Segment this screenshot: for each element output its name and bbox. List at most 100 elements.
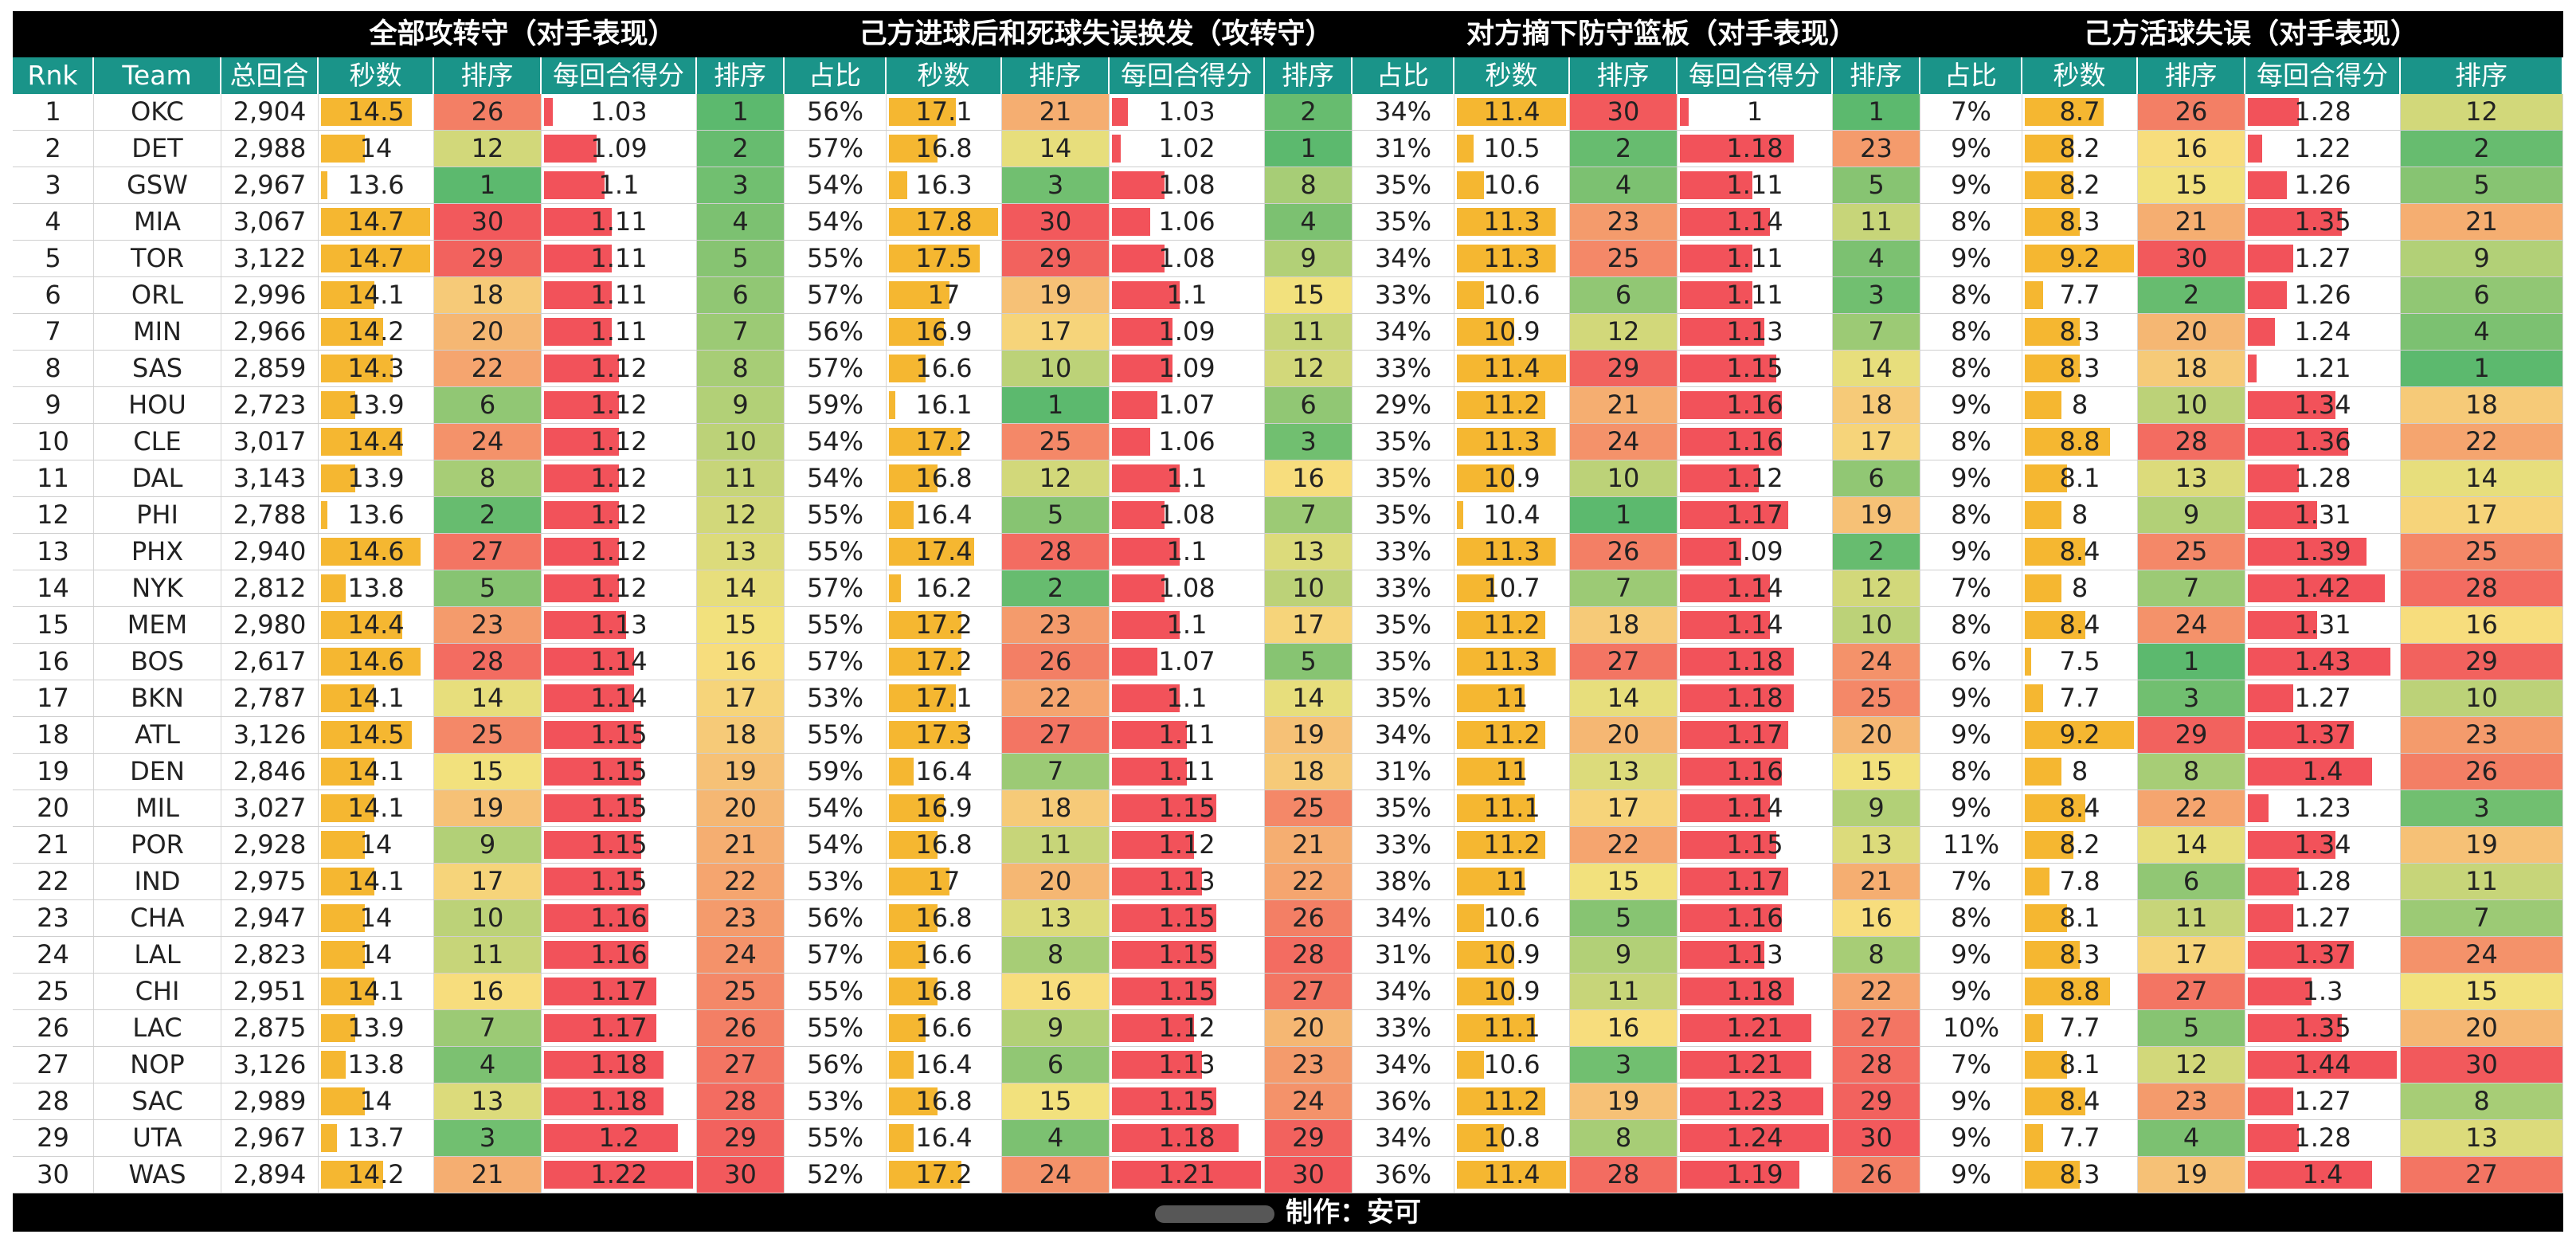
cell-value: 18: [1039, 793, 1072, 823]
cell-rnk: 9: [13, 387, 94, 423]
cell-value: 10.9: [1483, 316, 1541, 347]
cell-value: PHX: [131, 536, 184, 566]
cell-value: 1.42: [2294, 573, 2351, 603]
ppp-bar: [2248, 98, 2299, 126]
seconds-bar: [889, 831, 938, 859]
cell-g3-seconds: 11.4: [1454, 1157, 1570, 1193]
cell-value: 33%: [1374, 536, 1432, 566]
ppp-bar: [544, 1087, 664, 1115]
cell-value: 9.2: [2059, 719, 2100, 750]
cell-g2-seconds: 16.3: [887, 167, 1002, 203]
cell-g4-ppp-rank: 18: [2401, 387, 2563, 423]
cell-value: 2,967: [233, 170, 307, 200]
cell-g2-seconds: 17.1: [887, 680, 1002, 716]
cell-g2-ppp: 1.09: [1110, 351, 1265, 386]
ppp-bar: [2248, 318, 2275, 346]
table-row: 14 NYK 2,812 13.8 5 1.12 14 57% 16.2 2 1.08 10 33% 10…: [13, 570, 2563, 607]
cell-g1-seconds-rank: 6: [434, 387, 542, 423]
cell-g4-seconds-rank: 1: [2138, 644, 2245, 680]
cell-value: 21: [1292, 829, 1325, 860]
cell-g3-seconds: 10.9: [1454, 460, 1570, 496]
cell-value: 2: [1868, 536, 1885, 566]
seconds-bar: [321, 428, 402, 456]
cell-g3-ppp: 1.18: [1678, 644, 1833, 680]
cell-value: 29: [37, 1123, 69, 1153]
cell-g2-seconds-rank: 5: [1002, 497, 1110, 533]
cell-g2-ppp-rank: 2: [1265, 94, 1353, 130]
ppp-bar: [1112, 98, 1128, 126]
cell-g4-share: 9%: [1920, 974, 2022, 1009]
cell-team: MIA: [94, 204, 221, 240]
seconds-bar: [889, 868, 949, 895]
ppp-bar: [1680, 611, 1770, 639]
cell-g4-ppp: 1.26: [2245, 277, 2401, 313]
cell-g3-ppp: 1.14: [1678, 570, 1833, 606]
cell-value: 17: [724, 683, 757, 713]
cell-g3-ppp-rank: 9: [1833, 790, 1920, 826]
ppp-bar: [1112, 428, 1150, 456]
cell-value: 9%: [1951, 1159, 1991, 1189]
cell-g4-seconds: 8.1: [2022, 460, 2138, 496]
ppp-bar: [1680, 208, 1770, 236]
cell-g1-seconds: 13.9: [319, 387, 434, 423]
seconds-bar: [321, 464, 355, 492]
cell-value: MEM: [127, 609, 188, 640]
cell-value: 16.4: [915, 500, 973, 530]
cell-g3-ppp-rank: 13: [1833, 827, 1920, 863]
cell-value: 1.15: [1158, 939, 1216, 970]
cell-g4-share: 6%: [1920, 644, 2022, 680]
cell-value: 17: [1039, 316, 1072, 347]
cell-g2-ppp: 1.12: [1110, 827, 1265, 863]
ppp-bar: [1680, 171, 1752, 199]
cell-g1-ppp: 1.14: [542, 644, 697, 680]
ppp-bar: [2248, 464, 2299, 492]
cell-g1-ppp-rank: 27: [697, 1047, 785, 1083]
cell-team: MEM: [94, 607, 221, 643]
cell-value: 20: [2175, 316, 2208, 347]
cell-value: 1.37: [2294, 719, 2351, 750]
cell-g4-ppp: 1.28: [2245, 460, 2401, 496]
cell-value: 7.7: [2059, 1123, 2100, 1153]
cell-value: 7: [1047, 756, 1064, 786]
cell-g1-seconds-rank: 12: [434, 131, 542, 167]
cell-value: 8: [2071, 756, 2089, 786]
cell-value: 20: [2465, 1013, 2498, 1043]
cell-g4-seconds-rank: 26: [2138, 94, 2245, 130]
cell-g4-ppp-rank: 21: [2401, 204, 2563, 240]
cell-value: 21: [2465, 206, 2498, 237]
ppp-bar: [1112, 245, 1165, 272]
cell-value: 24: [1607, 426, 1640, 456]
cell-value: 9: [732, 390, 749, 420]
header-g1-ppp: 每回合得分: [542, 57, 697, 94]
cell-g3-ppp-rank: 18: [1833, 387, 1920, 423]
cell-value: 4: [2183, 1123, 2200, 1153]
cell-g1-seconds-rank: 4: [434, 1047, 542, 1083]
cell-value: 55%: [806, 976, 864, 1006]
cell-g3-share: 36%: [1353, 1083, 1454, 1119]
cell-value: 2: [1615, 133, 1632, 163]
cell-value: 11.3: [1483, 646, 1541, 676]
cell-g2-ppp-rank: 5: [1265, 644, 1353, 680]
cell-value: 10%: [1942, 1013, 2000, 1043]
cell-value: 1.16: [1726, 426, 1783, 456]
cell-value: 3,126: [233, 1049, 307, 1079]
cell-value: 9%: [1951, 793, 1991, 823]
ppp-bar: [1112, 758, 1187, 786]
cell-g2-seconds: 17: [887, 864, 1002, 899]
group-title-defensive-rebound: 对方摘下防守篮板（对手表现）: [1466, 18, 1857, 50]
cell-g2-share: 56%: [785, 900, 887, 936]
cell-value: 1: [732, 96, 749, 127]
cell-value: 2: [45, 133, 61, 163]
ppp-bar: [1112, 1014, 1194, 1042]
cell-value: 11.1: [1483, 1013, 1541, 1043]
table-row: 27 NOP 3,126 13.8 4 1.18 27 56% 16.4 6 1.13 23 34% 10…: [13, 1047, 2563, 1083]
cell-value: 9%: [1951, 683, 1991, 713]
cell-value: 17: [37, 683, 69, 713]
cell-value: 17.8: [915, 206, 973, 237]
cell-g2-ppp-rank: 10: [1265, 570, 1353, 606]
ppp-bar: [1112, 501, 1165, 529]
cell-g3-seconds: 11.1: [1454, 790, 1570, 826]
cell-g2-seconds: 16.6: [887, 937, 1002, 973]
cell-value: 8%: [1951, 206, 1991, 237]
cell-value: 1.12: [590, 500, 648, 530]
